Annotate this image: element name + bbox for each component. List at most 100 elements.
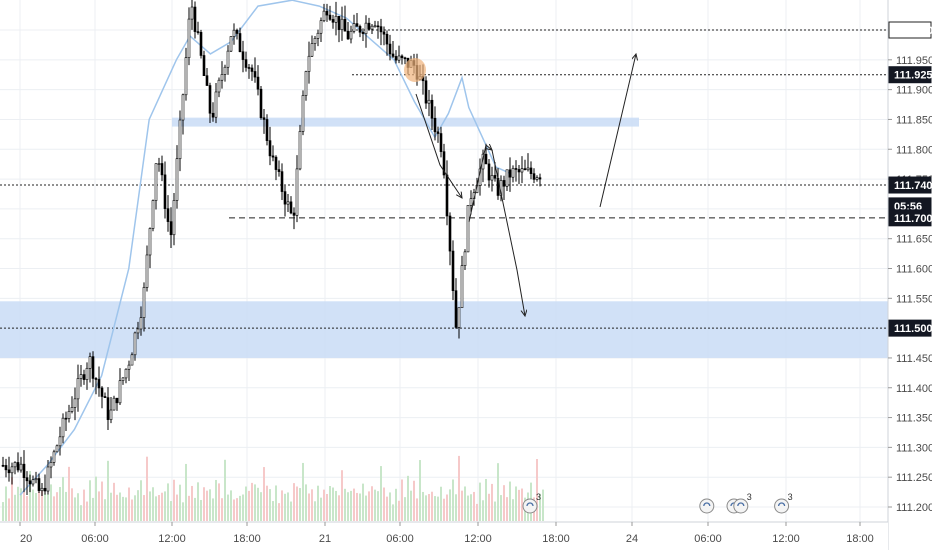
candle-body: [64, 417, 68, 420]
candle-body: [265, 119, 269, 141]
candle: [517, 165, 521, 185]
price-tick-label: 111.450: [896, 353, 932, 365]
candle-body: [271, 155, 275, 158]
candle: [34, 471, 38, 484]
time-axis-background: [0, 522, 888, 550]
volume-bar: [173, 479, 175, 521]
volume-bar: [209, 489, 211, 521]
candle: [502, 175, 506, 201]
volume-bar: [464, 486, 466, 521]
candle-body: [331, 19, 335, 23]
candle: [61, 413, 65, 444]
volume-bar: [521, 488, 523, 521]
candle-body: [373, 25, 377, 28]
price-tag[interactable]: 111.925: [888, 66, 932, 84]
volume-bar: [260, 492, 262, 521]
candle: [529, 161, 533, 180]
candle: [361, 28, 365, 42]
candle: [448, 212, 452, 266]
event-badge-circle[interactable]: [733, 498, 749, 514]
candle: [427, 89, 431, 117]
candle-body: [169, 221, 173, 236]
candle-body: [457, 307, 461, 328]
candle-body: [526, 167, 530, 171]
event-badge-circle[interactable]: [699, 498, 715, 514]
price-tag[interactable]: 111.700: [888, 209, 932, 227]
price-tick-label: 111.650: [896, 234, 932, 246]
volume-bar: [128, 487, 130, 521]
volume-bar: [434, 496, 436, 521]
candle-body: [313, 38, 317, 44]
volume-bar: [494, 501, 496, 521]
candle-body: [157, 163, 161, 165]
price-tag[interactable]: 111.740: [888, 176, 932, 194]
candle: [91, 351, 95, 388]
price-axis[interactable]: 111.950111.900111.850111.800111.750111.6…: [887, 0, 932, 550]
event-badge[interactable]: 3: [733, 492, 752, 514]
volume-bar: [539, 493, 541, 521]
candle: [358, 24, 362, 38]
candle: [148, 227, 152, 269]
time-axis[interactable]: 20 06:00 12:00 18:00 21 06:00 12:00 18:00 24 06:0…: [0, 521, 888, 550]
event-badge[interactable]: 3: [522, 492, 541, 514]
volume-bar: [179, 484, 181, 521]
volume-bar: [428, 494, 430, 521]
volume-bar: [362, 483, 364, 521]
event-badge[interactable]: [699, 498, 715, 514]
candle-body: [193, 6, 197, 32]
candle: [196, 21, 200, 35]
volume-bar: [26, 496, 28, 521]
candle-body: [214, 91, 218, 118]
candle-body: [82, 374, 86, 380]
event-badge-count: 3: [747, 492, 752, 502]
candle: [352, 14, 356, 34]
volume-bar: [218, 483, 220, 521]
candle: [457, 307, 461, 339]
volume-bar: [95, 476, 97, 521]
candle-body: [322, 10, 326, 21]
volume-bar: [365, 495, 367, 521]
volume-bar: [452, 479, 454, 521]
candle: [40, 483, 44, 496]
event-badges[interactable]: 3 3 3: [522, 492, 793, 514]
volume-bar: [98, 491, 100, 521]
candle: [283, 185, 287, 217]
event-badge-circle[interactable]: [774, 498, 790, 514]
volume-bar: [392, 504, 394, 521]
candle-body: [175, 158, 179, 201]
candle-body: [121, 377, 125, 381]
event-badge-circle[interactable]: [522, 498, 538, 514]
volume-bar: [80, 505, 82, 521]
event-badge[interactable]: 3: [774, 492, 793, 514]
candle: [136, 321, 140, 340]
volume-bar: [497, 463, 499, 521]
candle: [4, 458, 8, 478]
candle: [19, 456, 23, 473]
volume-bar: [314, 501, 316, 521]
volume-bar: [419, 460, 421, 521]
candle-body: [79, 374, 83, 379]
price-tag[interactable]: 112.000: [888, 21, 932, 39]
candle: [118, 368, 122, 406]
candle: [1, 456, 5, 468]
volume-bar: [191, 485, 193, 521]
candle-body: [13, 462, 17, 468]
candle: [355, 13, 359, 27]
candle: [244, 51, 248, 72]
candle-body: [493, 175, 497, 179]
candle-body: [190, 6, 194, 20]
price-tag[interactable]: 111.500: [888, 319, 932, 337]
candle-body: [247, 67, 251, 69]
volume-bar: [101, 481, 103, 521]
candle: [10, 462, 14, 485]
candle-body: [163, 174, 167, 209]
price-tick-label: 111.300: [896, 442, 932, 454]
candle: [208, 82, 212, 124]
candle-body: [4, 465, 8, 471]
price-tick-label: 111.250: [896, 472, 932, 484]
candle: [229, 36, 233, 53]
trend-arrow: [468, 145, 492, 223]
candle: [58, 426, 62, 456]
candle-body: [202, 55, 206, 76]
